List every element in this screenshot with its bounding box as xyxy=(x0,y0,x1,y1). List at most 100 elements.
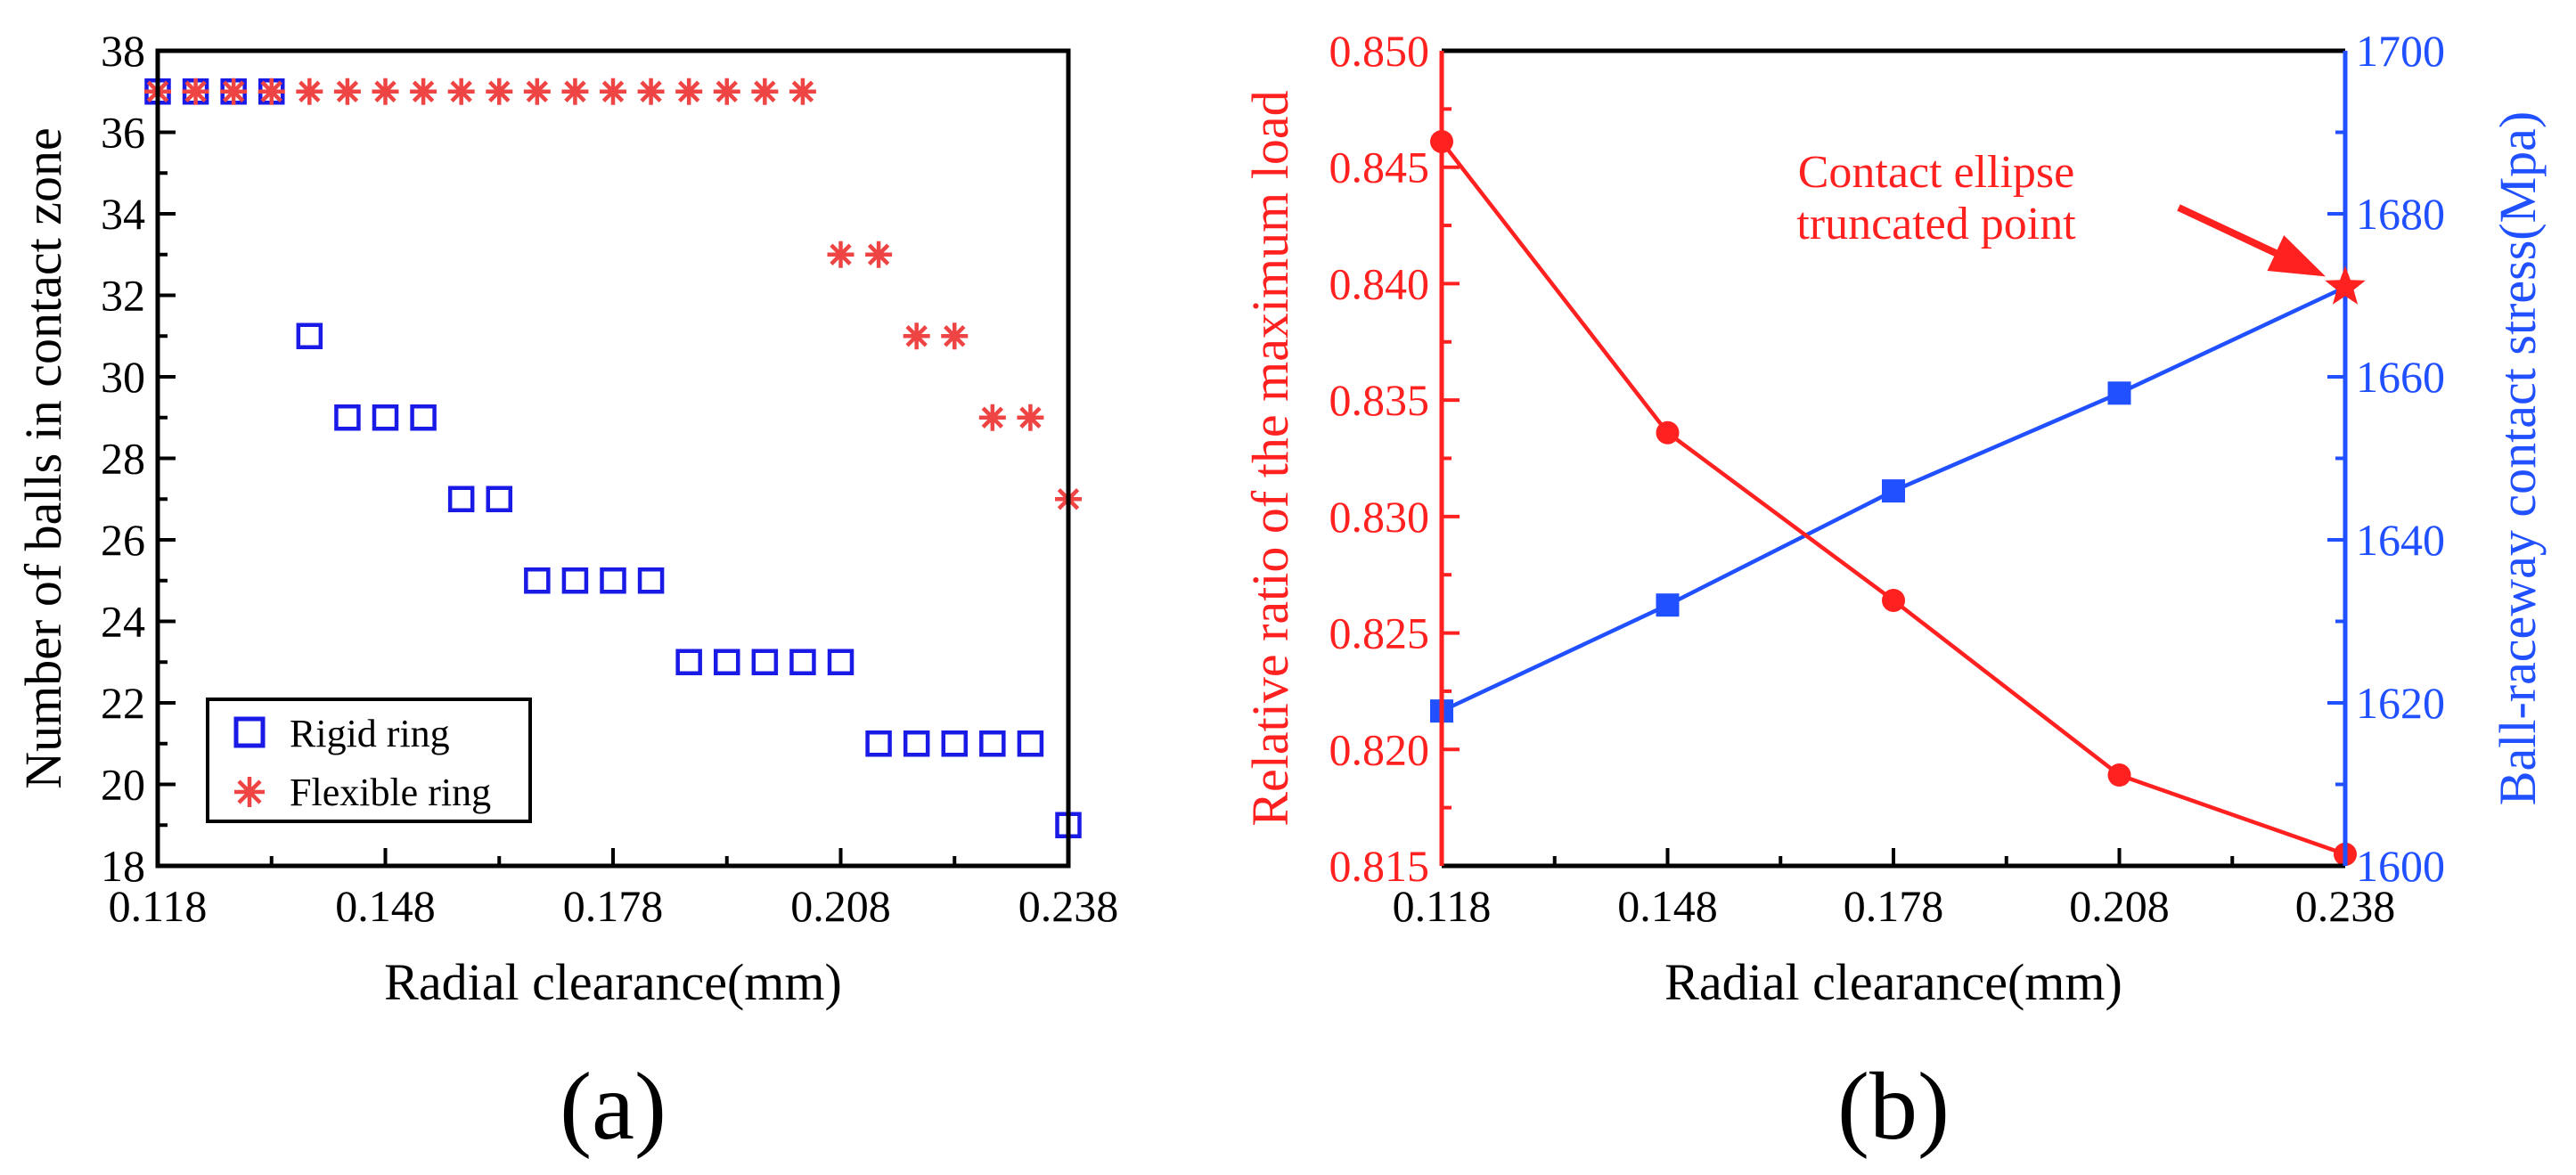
rigid-ring-point xyxy=(447,486,475,512)
legend-flexible-ring-label: Flexible ring xyxy=(290,771,491,814)
flexible-ring-point xyxy=(561,78,589,105)
max-load-ratio-point xyxy=(1882,588,1905,612)
rigid-ring-point xyxy=(675,649,702,675)
panel-b-left-tick-labels: 0.815 0.820 0.825 0.830 0.835 0.840 0.845 0.850 xyxy=(1329,26,1430,891)
flexible-ring-point xyxy=(447,78,475,105)
rigid-ring-point xyxy=(296,322,323,349)
y-tick-label: 38 xyxy=(101,26,145,76)
x-tick-label: 0.118 xyxy=(109,881,208,931)
panel-b-right-tick-labels: 1600 1620 1640 1660 1680 1700 xyxy=(2356,26,2445,891)
panel-a-legend: Rigid ring Flexible ring xyxy=(206,698,532,823)
legend-asterisk xyxy=(234,777,265,807)
flexible-ring-point xyxy=(220,78,248,105)
right-y-tick-label: 1680 xyxy=(2356,189,2445,239)
rigid-ring-point xyxy=(979,730,1006,757)
panel-a-label: (a) xyxy=(560,1054,666,1160)
rigid-ring-point xyxy=(903,730,930,757)
flexible-ring-point xyxy=(637,78,665,105)
rigid-ring-point xyxy=(827,649,855,675)
flexible-ring-point xyxy=(296,78,323,105)
contact-stress-point xyxy=(1882,479,1905,503)
annotation-line-2: truncated point xyxy=(1796,199,2076,249)
flexible-ring-point xyxy=(978,404,1006,431)
asterisk-stroke xyxy=(222,80,245,102)
flexible-ring-point xyxy=(182,78,209,105)
panel-b-left-axis-title: Relative ratio of the maximum load xyxy=(1241,90,1299,826)
rigid-ring-point xyxy=(372,404,399,431)
rigid-ring-point xyxy=(637,567,665,594)
asterisk-stroke xyxy=(237,779,262,804)
right-y-tick-label: 1620 xyxy=(2356,678,2445,728)
x-tick-label: 0.148 xyxy=(335,881,436,931)
rigid-ring-point xyxy=(1017,730,1044,757)
left-y-tick-label: 0.840 xyxy=(1329,258,1430,308)
x-tick-label: 0.208 xyxy=(2069,881,2170,931)
asterisk-stroke xyxy=(374,80,397,102)
panel-b-series xyxy=(1430,129,2357,866)
y-tick-label: 26 xyxy=(101,515,145,565)
x-tick-label: 0.178 xyxy=(1844,881,1944,931)
flexible-ring-point xyxy=(410,78,438,105)
y-tick-label: 28 xyxy=(101,434,145,484)
left-y-tick-label: 0.825 xyxy=(1329,608,1430,658)
flexible-ring-point xyxy=(751,78,779,105)
y-tick-label: 24 xyxy=(101,597,145,647)
asterisk-stroke xyxy=(944,325,966,347)
asterisk-stroke xyxy=(336,80,359,102)
panel-b-label: (b) xyxy=(1837,1054,1950,1160)
flexible-ring-point xyxy=(1017,404,1044,431)
flexible-ring-point xyxy=(333,78,361,105)
legend-flexible-ring-marker xyxy=(234,777,265,807)
left-y-tick-label: 0.820 xyxy=(1329,724,1430,774)
rigid-ring-point xyxy=(524,567,551,594)
y-tick-label: 34 xyxy=(101,189,145,239)
flexible-ring-point xyxy=(903,322,930,350)
asterisk-stroke xyxy=(754,80,776,102)
panel-a-y-axis-title: Number of balls in contact zone xyxy=(14,127,72,788)
rigid-ring-point xyxy=(751,649,779,675)
rigid-ring-point xyxy=(941,730,968,757)
right-y-tick-label: 1600 xyxy=(2356,841,2445,891)
panel-b-right-axis-title: Ball-raceway contact stress(Mpa) xyxy=(2489,111,2547,805)
asterisk-stroke xyxy=(488,80,511,102)
legend-rigid-ring-marker xyxy=(233,716,266,748)
rigid-ring-point xyxy=(865,730,892,757)
legend-rigid-ring-label: Rigid ring xyxy=(290,712,450,755)
left-y-tick-label: 0.815 xyxy=(1329,841,1430,891)
panel-a-points xyxy=(144,78,1082,838)
y-tick-label: 36 xyxy=(101,108,145,158)
annotation-arrow xyxy=(2177,204,2326,277)
contact-stress-point xyxy=(1656,593,1680,617)
y-tick-label: 18 xyxy=(101,841,145,891)
right-y-tick-label: 1700 xyxy=(2356,26,2445,76)
flexible-ring-point xyxy=(258,78,285,105)
flexible-ring-point xyxy=(865,241,893,268)
panel-a-x-axis-title: Radial clearance(mm) xyxy=(384,953,842,1011)
flexible-ring-point xyxy=(827,241,855,268)
asterisk-stroke xyxy=(1019,406,1042,428)
y-tick-label: 22 xyxy=(101,678,145,728)
flexible-ring-point xyxy=(789,78,816,105)
left-y-tick-label: 0.850 xyxy=(1329,26,1430,76)
x-tick-label: 0.148 xyxy=(1617,881,1718,931)
asterisk-stroke xyxy=(601,80,625,102)
annotation-line-1: Contact ellipse xyxy=(1798,147,2074,198)
panel-a-y-tick-labels: 18 20 22 24 26 28 30 32 34 36 38 xyxy=(101,26,145,891)
rigid-ring-point xyxy=(486,486,512,512)
right-y-tick-label: 1660 xyxy=(2356,352,2445,402)
panel-b-x-axis-title: Radial clearance(mm) xyxy=(1664,953,2122,1011)
panel-a: 0.118 0.148 0.178 0.208 0.238 18 20 22 24 26 28 30… xyxy=(14,26,1118,1160)
right-y-tick-label: 1640 xyxy=(2356,515,2445,565)
left-y-tick-label: 0.845 xyxy=(1329,143,1430,192)
flexible-ring-point xyxy=(486,78,513,105)
rigid-ring-point xyxy=(600,567,626,594)
x-tick-label: 0.208 xyxy=(790,881,891,931)
asterisk-stroke xyxy=(412,80,435,102)
asterisk-stroke xyxy=(867,243,890,265)
x-tick-label: 0.178 xyxy=(563,881,664,931)
asterisk-stroke xyxy=(830,243,852,265)
asterisk-stroke xyxy=(791,80,814,102)
rigid-ring-point xyxy=(334,404,361,431)
left-y-tick-label: 0.830 xyxy=(1329,492,1430,542)
